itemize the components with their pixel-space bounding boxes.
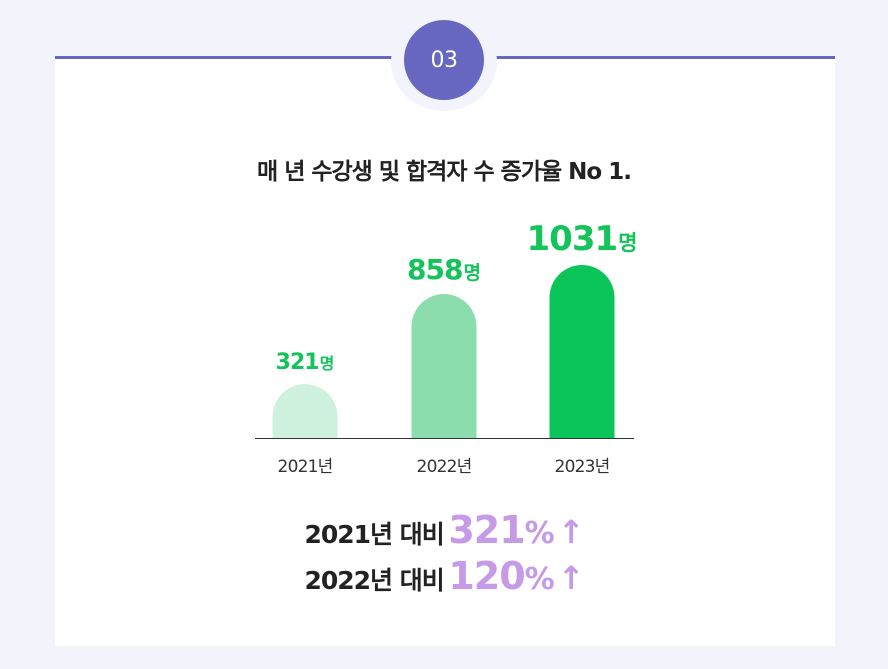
step-badge: 03 — [404, 20, 484, 100]
data-label-unit: 명 — [618, 231, 637, 255]
arrow-up-icon: ↑ — [557, 559, 585, 597]
data-label: 858명 — [407, 253, 481, 286]
summary-label: 2022년 대비 — [304, 566, 444, 595]
summary-row-2021: 2021년 대비 321% ↑ — [0, 508, 888, 552]
x-tick-label: 2021년 — [278, 457, 333, 477]
page-title: 매 년 수강생 및 합격자 수 증가율 No 1. — [257, 159, 632, 185]
arrow-up-icon: ↑ — [557, 513, 585, 551]
summary-label: 2021년 대비 — [304, 520, 444, 549]
data-label-unit: 명 — [463, 262, 480, 284]
data-label-value: 1031 — [527, 219, 618, 259]
data-label: 1031명 — [527, 219, 638, 259]
data-label-unit: 명 — [320, 354, 335, 373]
data-label-value: 321 — [276, 350, 319, 375]
summary-row-2022: 2022년 대비 120% ↑ — [0, 554, 888, 598]
bar-2021년 — [272, 384, 338, 438]
x-tick-label: 2022년 — [417, 457, 472, 477]
summary-percent-value: 321 — [448, 508, 525, 552]
x-tick-label: 2023년 — [555, 457, 610, 477]
data-label-value: 858 — [407, 253, 462, 286]
bar-2023년 — [549, 265, 615, 438]
bar-2022년 — [411, 294, 477, 438]
step-number: 03 — [430, 47, 459, 73]
summary-percent-sign: % — [524, 562, 555, 597]
data-label: 321명 — [276, 350, 335, 375]
summary-percent-value: 120 — [448, 554, 525, 598]
summary-percent-sign: % — [524, 516, 555, 551]
